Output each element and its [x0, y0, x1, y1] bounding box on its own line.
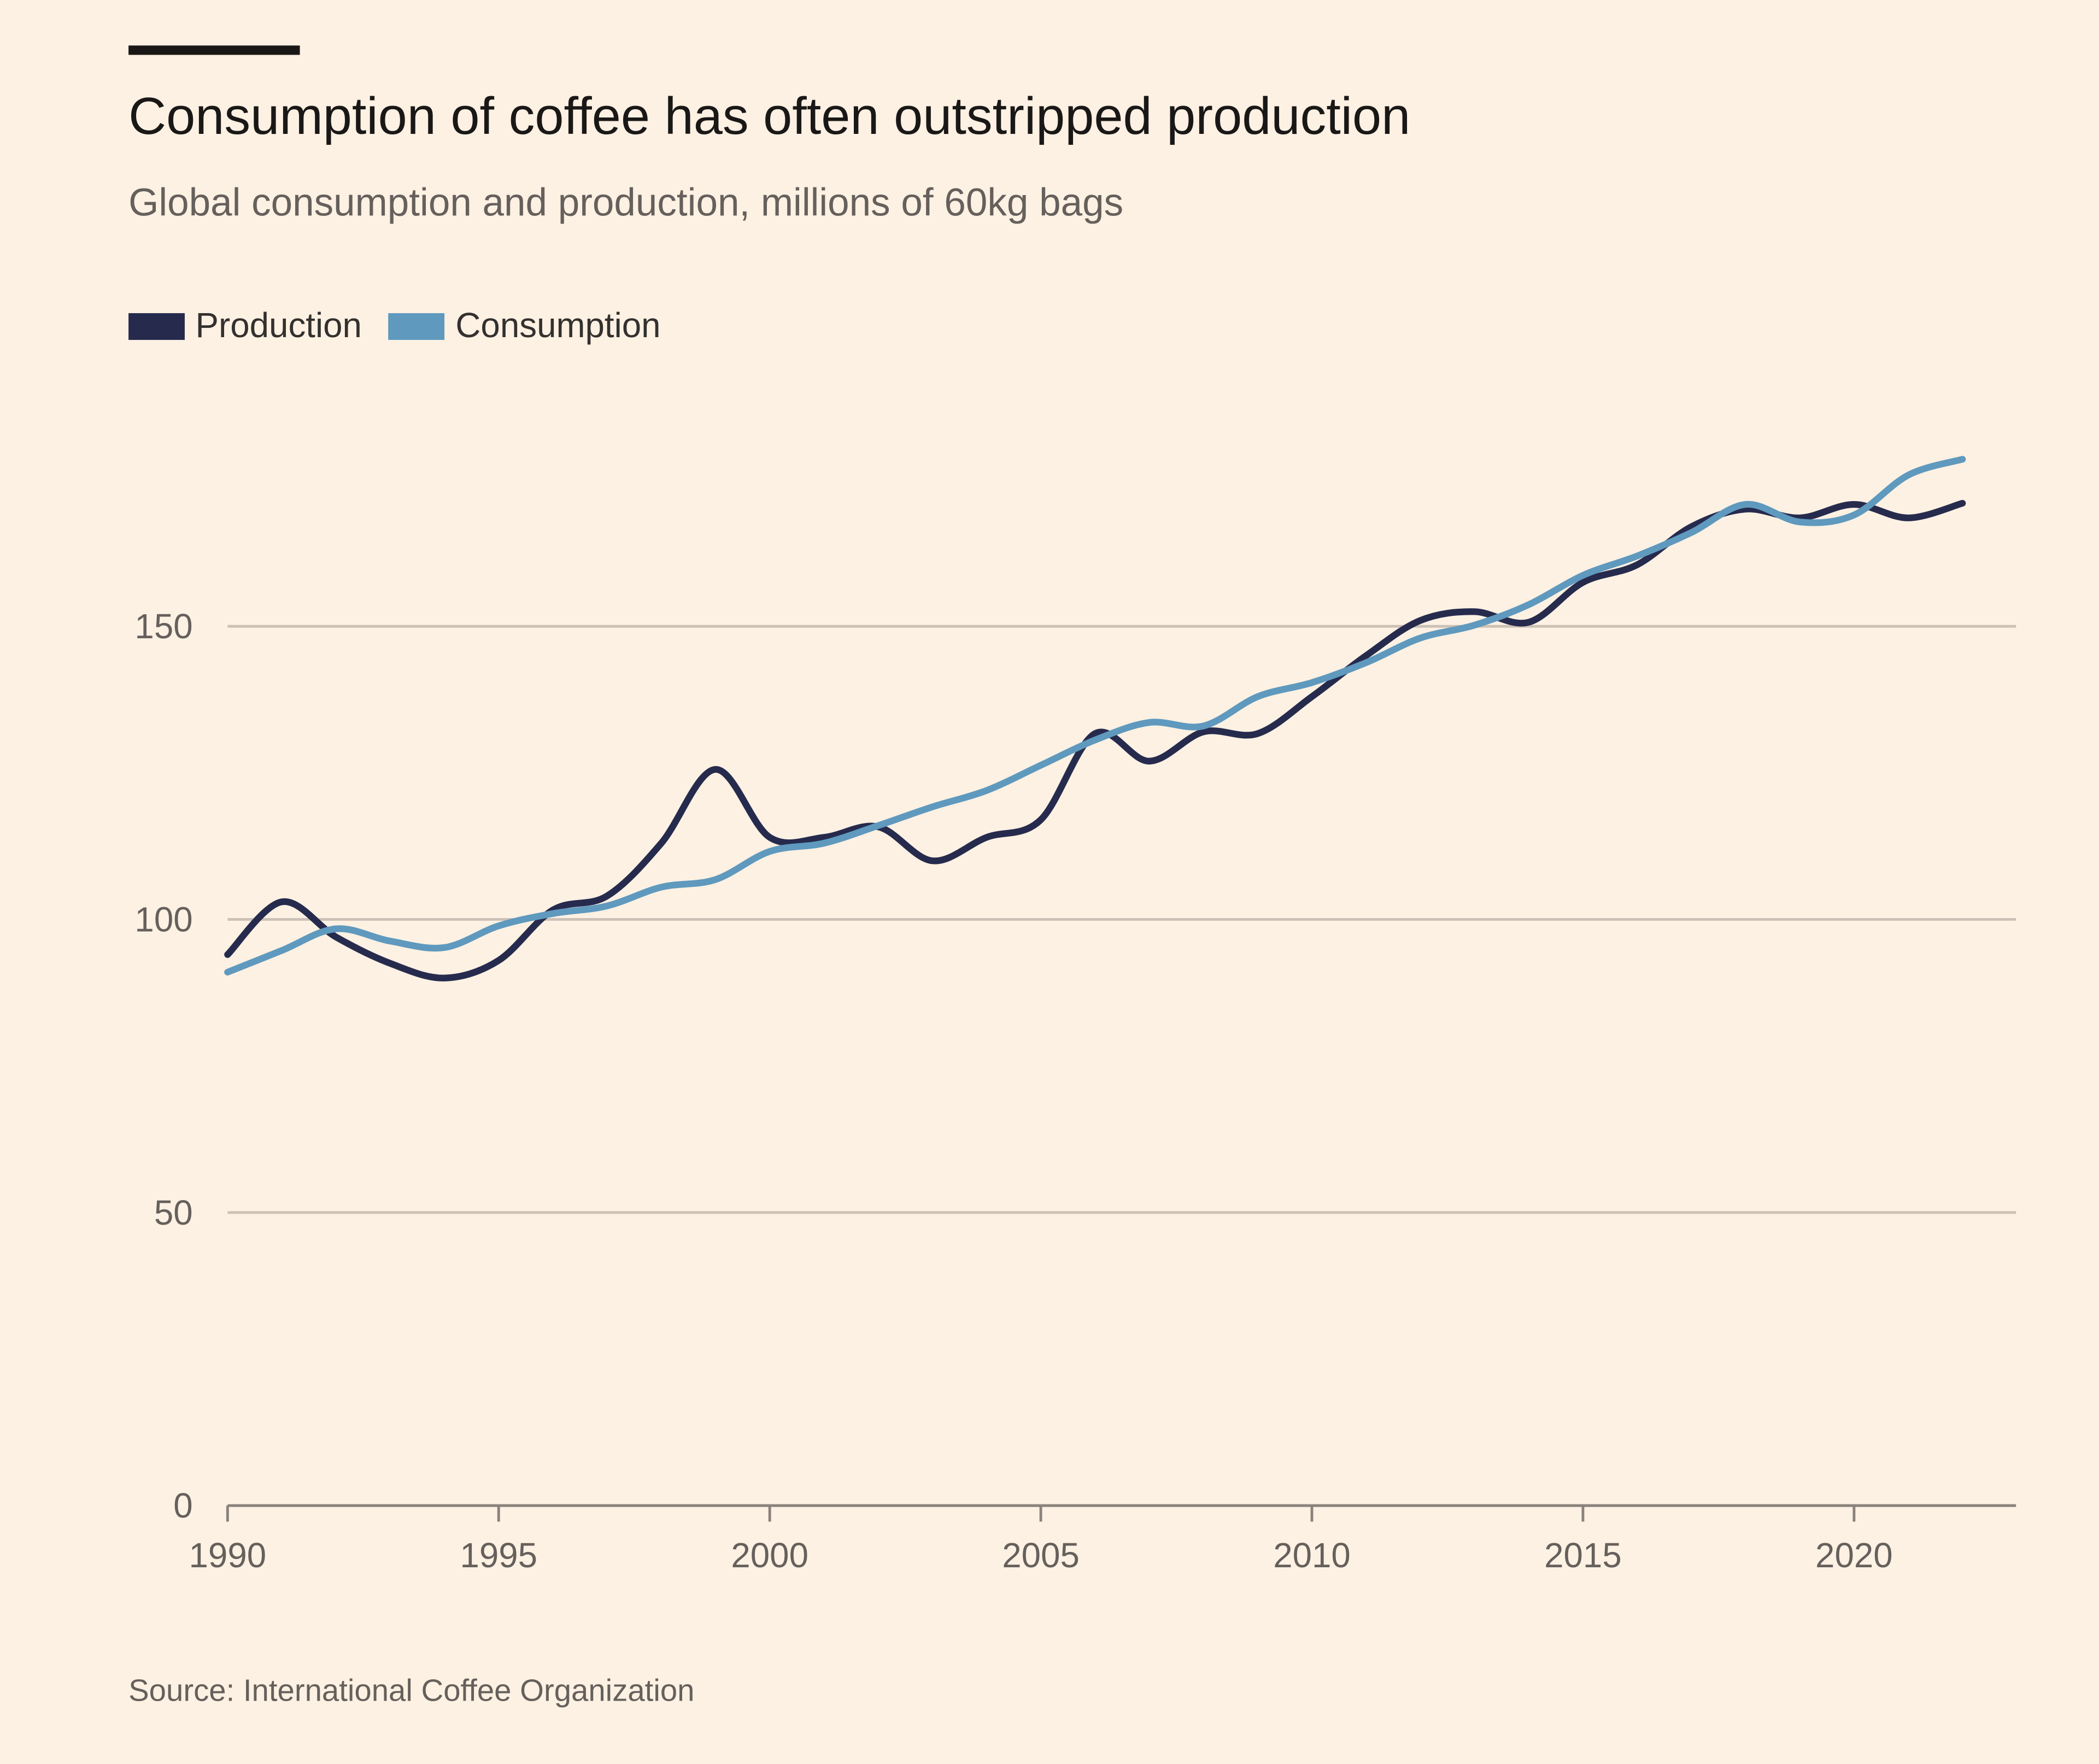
legend-label-production: Production	[195, 305, 362, 345]
chart-title: Consumption of coffee has often outstrip…	[128, 88, 1411, 146]
x-tick-label: 1995	[460, 1536, 537, 1575]
y-tick-label: 150	[134, 607, 192, 646]
x-tick-label: 2010	[1273, 1536, 1351, 1575]
x-tick-label: 2015	[1544, 1536, 1622, 1575]
legend: Production Consumption	[128, 305, 687, 346]
legend-label-consumption: Consumption	[455, 305, 661, 345]
header-rule	[128, 45, 300, 55]
legend-swatch-production	[128, 312, 185, 339]
x-tick-label: 2005	[1002, 1536, 1080, 1575]
y-tick-label: 50	[154, 1193, 193, 1232]
source-note: Source: International Coffee Organizatio…	[128, 1673, 695, 1708]
y-tick-label: 100	[134, 901, 192, 939]
x-tick-label: 2020	[1815, 1536, 1893, 1575]
chart-subtitle: Global consumption and production, milli…	[128, 182, 1124, 225]
x-tick-label: 2000	[731, 1536, 808, 1575]
legend-item-consumption: Consumption	[388, 305, 661, 346]
x-tick-label: 1990	[189, 1536, 267, 1575]
legend-item-production: Production	[128, 305, 362, 346]
y-tick-label: 0	[173, 1486, 192, 1525]
series-line-consumption	[224, 456, 1966, 976]
legend-swatch-consumption	[388, 312, 445, 339]
